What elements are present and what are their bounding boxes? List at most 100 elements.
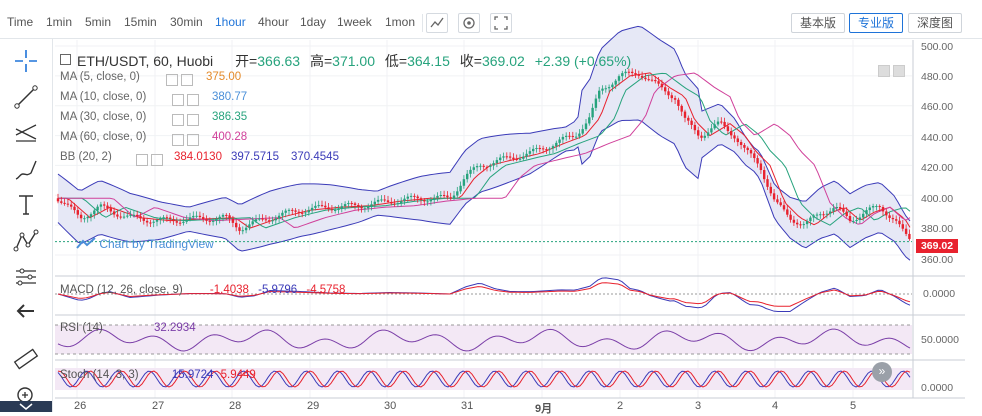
date-label: 28 xyxy=(229,400,242,412)
candle-body xyxy=(805,221,809,225)
bb-settings-icons[interactable] xyxy=(136,152,166,166)
candle-body xyxy=(119,216,122,218)
back-arrow-icon[interactable] xyxy=(12,297,40,325)
tf-1mon[interactable]: 1mon xyxy=(385,15,416,29)
ma60-settings-icons[interactable] xyxy=(172,132,202,146)
rsi-legend[interactable]: RSI (14) 32.2934 xyxy=(60,322,196,334)
macd-legend[interactable]: MACD (12, 26, close, 9) -1.4038 -5.9796 … xyxy=(60,284,345,296)
candle-body xyxy=(324,205,327,208)
candle-body xyxy=(83,218,86,220)
low-label: 低= xyxy=(384,53,408,69)
candle-body xyxy=(792,219,796,223)
candle-body xyxy=(307,210,310,213)
candle-body xyxy=(277,215,281,219)
candle-body xyxy=(132,214,136,216)
rsi-band xyxy=(55,325,912,354)
candle-body xyxy=(759,163,763,171)
candle-body xyxy=(251,221,254,225)
ma10-legend[interactable]: MA (10, close, 0) 380.77 xyxy=(60,91,247,103)
candle-body xyxy=(419,198,423,201)
watermark-text: Chart by TradingView xyxy=(99,237,214,251)
tf-15min[interactable]: 15min xyxy=(124,15,157,29)
measure-icon[interactable] xyxy=(12,263,40,291)
text-icon[interactable] xyxy=(12,191,40,219)
candle-body xyxy=(320,205,324,207)
basic-version-button[interactable]: 基本版 xyxy=(791,13,845,33)
ma30-line xyxy=(58,72,911,229)
candle-body xyxy=(776,199,779,203)
candle-body xyxy=(505,156,508,158)
bb-legend[interactable]: BB (20, 2) 384.0130 397.5715 370.4545 xyxy=(60,151,339,163)
settings-gear-icon[interactable] xyxy=(458,13,480,33)
ma5-settings-icons[interactable] xyxy=(166,72,196,86)
candle-body xyxy=(264,219,268,221)
rsi-value: 32.2934 xyxy=(154,322,196,334)
candle-body xyxy=(182,221,185,223)
candle-body xyxy=(697,130,700,136)
ma60-legend[interactable]: MA (60, close, 0) 400.28 xyxy=(60,131,247,143)
candle-body xyxy=(631,71,634,74)
tradingview-watermark[interactable]: Chart by TradingView xyxy=(76,237,214,251)
candle-body xyxy=(235,222,238,228)
ma30-legend[interactable]: MA (30, close, 0) 386.35 xyxy=(60,111,247,123)
candle-body xyxy=(185,219,188,222)
candle-body xyxy=(598,90,601,99)
candle-body xyxy=(403,198,406,202)
ruler-icon[interactable] xyxy=(12,345,40,373)
ma10-settings-icons[interactable] xyxy=(172,92,202,106)
candle-body xyxy=(56,198,60,202)
candle-body xyxy=(116,214,119,217)
fib-icon[interactable] xyxy=(12,119,40,147)
candle-body xyxy=(786,209,789,215)
date-label: 27 xyxy=(152,400,165,412)
brush-icon[interactable] xyxy=(12,155,40,183)
candle-body xyxy=(436,195,439,198)
tf-4hour[interactable]: 4hour xyxy=(258,15,289,29)
panel-toggle-icon[interactable] xyxy=(60,54,71,65)
crosshair-icon[interactable] xyxy=(12,47,40,75)
date-label: 2 xyxy=(617,400,624,412)
tf-1hour[interactable]: 1hour xyxy=(215,15,246,29)
ma5-legend[interactable]: MA (5, close, 0) 375.00 xyxy=(60,71,241,83)
ma10-label: MA (10, close, 0) xyxy=(60,91,147,103)
candle-body xyxy=(746,147,749,151)
symbol-title: ETH/USDT, 60, Huobi xyxy=(77,53,214,69)
candle-body xyxy=(502,156,505,158)
candle-body xyxy=(756,158,759,164)
tf-1week[interactable]: 1week xyxy=(337,15,372,29)
candle-body xyxy=(155,219,159,222)
tf-5min[interactable]: 5min xyxy=(85,15,112,29)
candle-body xyxy=(297,211,301,213)
scroll-to-latest-button[interactable]: » xyxy=(872,362,892,382)
tf-time[interactable]: Time xyxy=(7,15,34,29)
candle-body xyxy=(693,124,697,131)
tf-30min[interactable]: 30min xyxy=(170,15,203,29)
tf-1min[interactable]: 1min xyxy=(46,15,73,29)
tf-1day[interactable]: 1day xyxy=(300,15,327,29)
candle-body xyxy=(109,208,112,212)
stoch-axis-label: 0.0000 xyxy=(921,382,954,394)
candle-body xyxy=(66,203,70,205)
candle-body xyxy=(829,211,832,214)
candlesticks xyxy=(55,68,912,243)
fullscreen-icon[interactable] xyxy=(490,13,512,33)
depth-chart-button[interactable]: 深度图 xyxy=(908,13,962,33)
candle-body xyxy=(73,206,76,211)
pro-version-button[interactable]: 专业版 xyxy=(849,13,903,33)
price-axis-label: 360.00 xyxy=(921,254,954,266)
candle-body xyxy=(228,215,231,219)
candle-body xyxy=(736,138,739,143)
trend-line-icon[interactable] xyxy=(12,83,40,111)
stoch-legend[interactable]: Stoch (14, 3, 3) 15.9724 5.9449 xyxy=(60,369,256,381)
pane-buttons[interactable] xyxy=(878,63,908,77)
candle-body xyxy=(581,129,584,134)
pattern-icon[interactable] xyxy=(12,227,40,255)
toolbar-collapse-button[interactable] xyxy=(0,401,52,412)
chart-type-icon[interactable] xyxy=(426,13,448,33)
candle-body xyxy=(294,210,297,212)
candle-body xyxy=(330,209,334,211)
ma30-settings-icons[interactable] xyxy=(172,112,202,126)
candle-body xyxy=(852,221,855,223)
candle-body xyxy=(208,220,211,222)
